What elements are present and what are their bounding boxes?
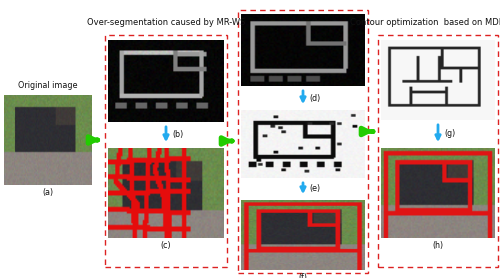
Text: (d): (d) (309, 93, 320, 103)
Text: (c): (c) (160, 241, 172, 250)
Text: Original image: Original image (18, 81, 78, 90)
Text: (e): (e) (309, 185, 320, 193)
Text: (b): (b) (172, 130, 183, 140)
Text: (g): (g) (444, 130, 455, 138)
Text: (f): (f) (298, 273, 308, 278)
Text: (a): (a) (42, 188, 54, 197)
Text: Over-segmentation caused by MR-WS: Over-segmentation caused by MR-WS (87, 18, 245, 27)
Text: (h): (h) (432, 241, 444, 250)
Text: Contour optimization  based on MDEDNet: Contour optimization based on MDEDNet (350, 18, 500, 27)
